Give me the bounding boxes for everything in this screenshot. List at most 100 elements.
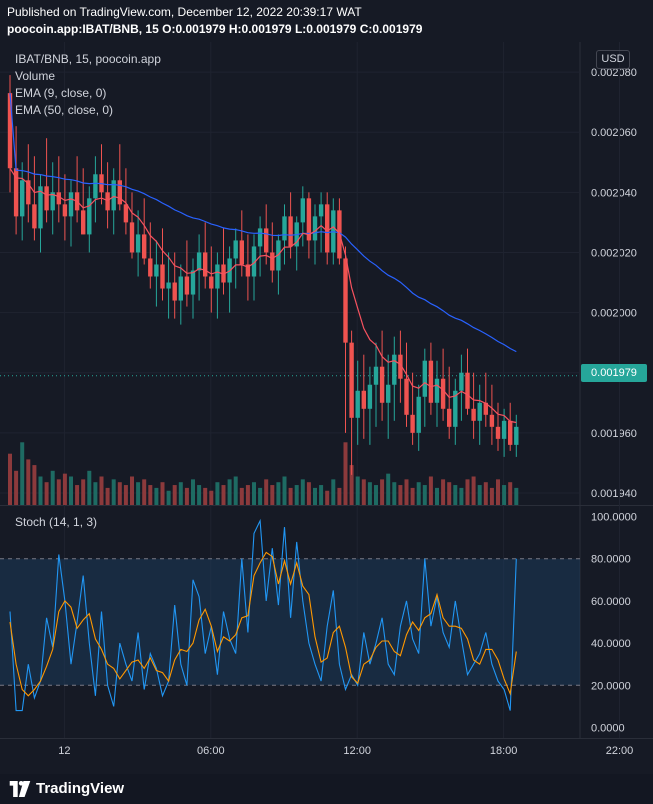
volume-bar [38,476,43,505]
candle-body [318,204,324,217]
candle-body [477,402,482,421]
candle-body [355,390,360,418]
volume-bar [99,476,104,505]
volume-bar [93,482,98,505]
volume-bar [69,476,73,505]
volume-bar [136,482,141,505]
candle-body [129,222,135,253]
candle-body [87,198,92,235]
candle-body [270,252,275,271]
tradingview-logo-icon [9,780,31,797]
candle-body [471,408,476,421]
volume-bar [294,485,299,505]
candle-body [410,414,415,433]
volume-bar [233,476,238,505]
candle-body [434,378,440,403]
volume-bar [123,485,128,505]
volume-bar [410,487,415,505]
candle-body [160,264,165,289]
candle-body [453,390,458,427]
volume-bar [459,487,464,505]
volume-bar [374,485,378,505]
legend-volume[interactable]: Volume [15,69,56,83]
volume-bar [221,485,226,505]
ema9-line [9,167,517,424]
volume-bar [453,485,458,505]
currency-button[interactable]: USD [596,50,630,69]
candle-body [38,186,43,229]
candle-body [7,93,13,169]
stoch-tick-label: 100.0000 [591,512,637,524]
volume-bar [404,479,409,505]
stoch-tick-label: 0.0000 [591,722,625,734]
volume-bar [331,479,336,505]
candle-body [508,420,513,445]
volume-bar [87,470,92,505]
candle-body [349,342,354,418]
time-tick-label: 22:00 [606,745,634,757]
time-tick-label: 18:00 [490,745,518,757]
candle-body [245,264,251,277]
volume-bar [422,485,427,505]
candle-body [404,378,409,415]
volume-bar [496,479,500,505]
legend-symbol[interactable]: IBAT/BNB, 15, poocoin.app [15,52,161,66]
volume-bar [337,487,342,505]
price-tick-label: 0.002020 [591,247,637,259]
volume-bar [56,479,61,505]
volume-bar [435,487,439,505]
legend-ema50[interactable]: EMA (50, close, 0) [15,103,114,117]
volume-bar [514,487,519,505]
candle-body [495,426,501,439]
volume-bar [215,482,220,505]
volume-bar [252,482,256,505]
volume-bar [288,487,293,505]
close-value: 0.001979 [372,22,423,36]
symbol-ohlc-line: poocoin.app:IBAT/BNB, 15 O:0.001979 H:0.… [7,22,422,36]
candle-body [361,390,366,409]
volume-bar [81,479,86,505]
candle-body [154,264,159,277]
volume-bar [264,479,269,505]
candle-body [489,414,495,427]
low-value: 0.001979 [306,22,357,36]
candle-body [203,252,208,277]
candle-body [465,372,470,409]
volume-bar [386,473,391,505]
open-label: O: [162,22,176,36]
candle-body [306,198,312,241]
volume-bar [166,490,171,505]
legend-stoch[interactable]: Stoch (14, 1, 3) [15,515,98,529]
legend-ema9[interactable]: EMA (9, close, 0) [15,86,107,100]
time-tick-label: 12:00 [343,745,371,757]
candle-body [233,240,238,259]
candle-body [62,204,68,217]
price-chart[interactable]: 0.002080 0.002060 0.002040 0.002020 0.002000… [0,42,653,774]
volume-bar [75,485,80,505]
volume-bar [471,476,476,505]
volume-bar [172,485,177,505]
candle-body [459,372,464,391]
price-tick-label: 0.001940 [591,488,637,500]
candle-body [514,426,519,445]
candle-body [428,360,434,403]
candle-body [373,366,379,385]
candle-body [178,276,183,301]
volume-bar [319,485,324,505]
volume-bar [355,476,360,505]
volume-bar [209,490,214,505]
volume-bar [191,479,195,505]
volume-bar [349,465,354,505]
volume-bar [142,479,147,505]
tradingview-logo[interactable]: TradingView [8,780,124,797]
candle-body [166,282,171,289]
volume-bar [32,465,37,505]
candle-body [32,204,37,229]
volume-bar [398,485,403,505]
candle-body [501,420,507,439]
stoch-tick-label: 80.0000 [591,554,631,566]
candle-body [93,174,98,199]
candle-body [135,234,141,253]
candle-body [44,186,49,211]
volume-bar [227,479,232,505]
